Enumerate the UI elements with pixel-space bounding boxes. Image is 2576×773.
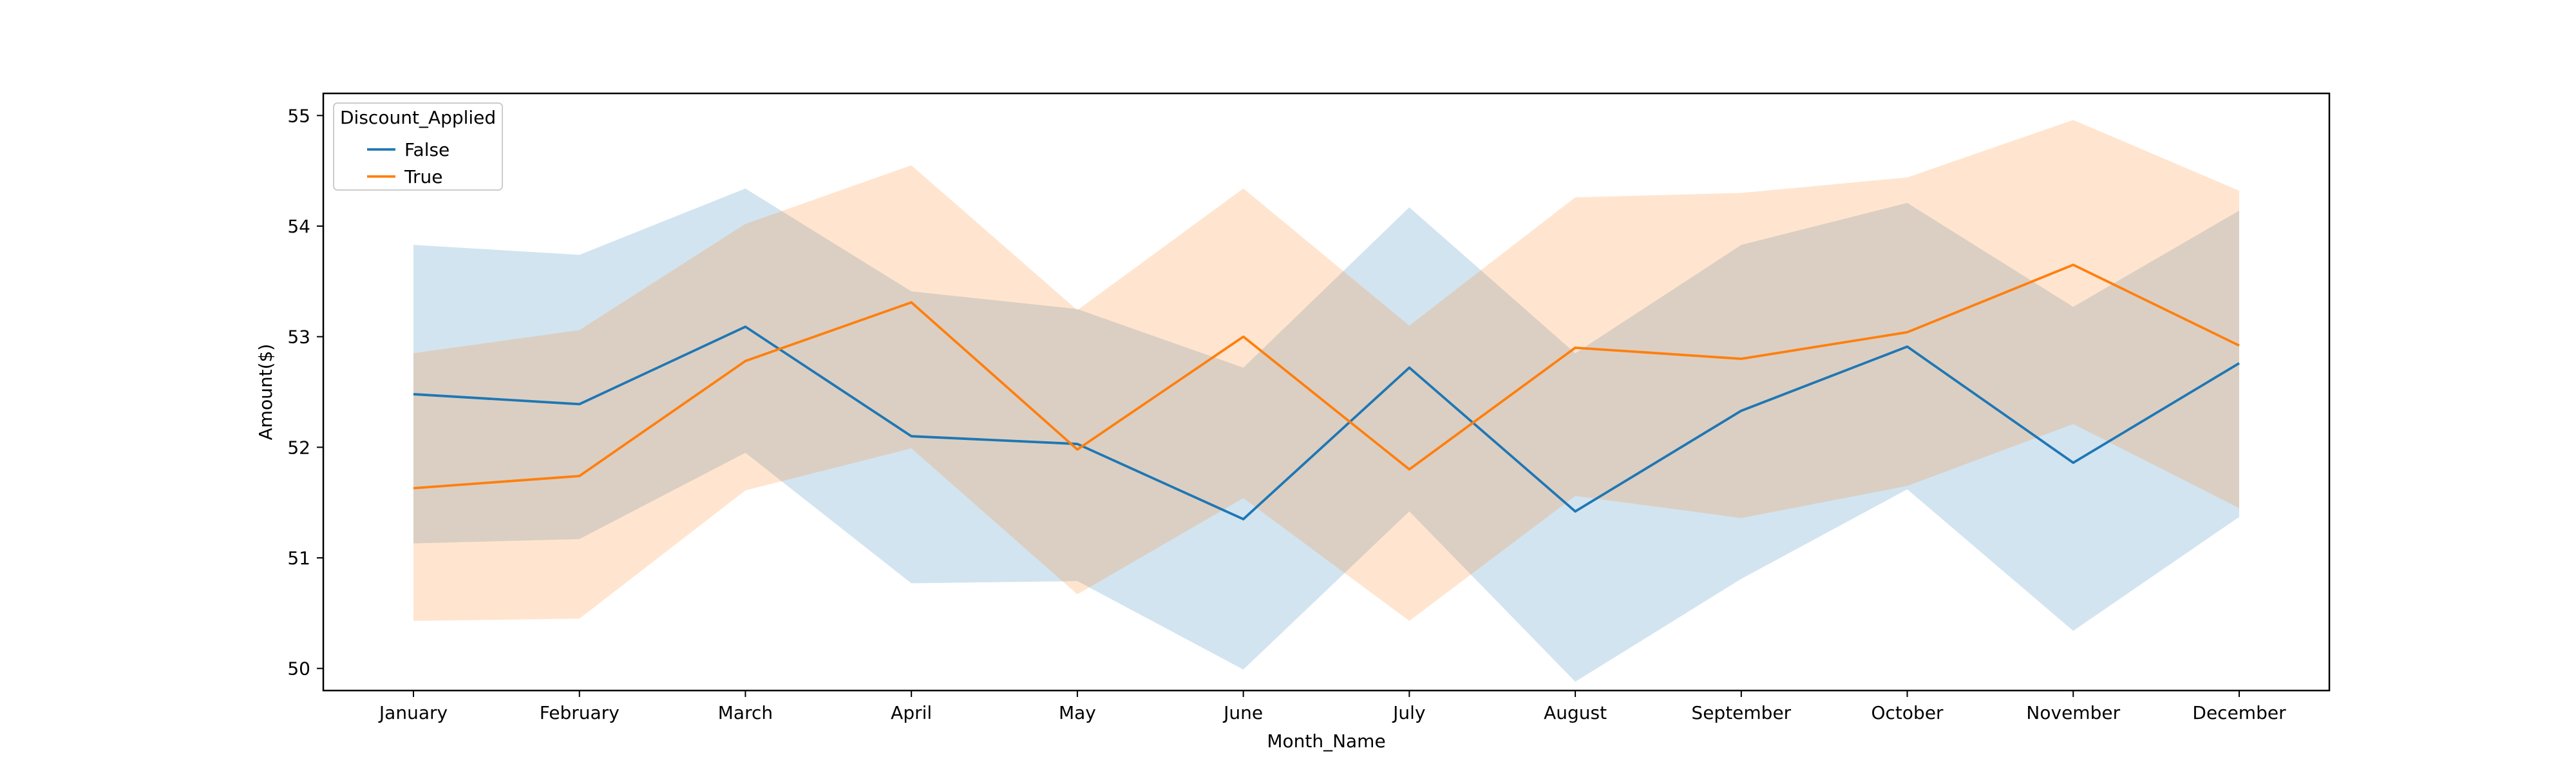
x-tick-label: November xyxy=(2026,702,2120,723)
x-tick-label: April xyxy=(891,702,932,723)
x-tick-label: February xyxy=(540,702,620,723)
x-tick-label: January xyxy=(378,702,448,723)
series-lines xyxy=(413,263,2240,520)
legend-label-false: False xyxy=(404,139,450,160)
confidence-band-true xyxy=(413,120,2239,621)
x-tick-label: September xyxy=(1691,702,1791,723)
y-tick-label: 53 xyxy=(287,327,310,348)
legend-box xyxy=(333,102,503,191)
y-tick-label: 50 xyxy=(287,658,310,680)
series-line-true xyxy=(413,263,2240,490)
y-axis-ticks: 50 51 52 53 54 55 xyxy=(287,105,323,680)
x-axis-ticks: January February March April May June July Augu… xyxy=(378,691,2286,723)
x-tick-label: July xyxy=(1392,702,1425,723)
x-tick-label: May xyxy=(1059,702,1096,723)
legend: Discount_Applied False True xyxy=(333,102,503,191)
x-tick-label: March xyxy=(718,702,773,723)
plot-frame xyxy=(322,92,2331,692)
x-tick-label: August xyxy=(1544,702,1607,723)
legend-label-true: True xyxy=(404,166,442,187)
confidence-band-false xyxy=(413,188,2239,682)
y-tick-label: 54 xyxy=(287,216,310,237)
y-tick-label: 52 xyxy=(287,437,310,458)
y-axis-label: Amount($) xyxy=(255,344,276,441)
y-tick-label: 55 xyxy=(287,105,310,126)
y-tick-label: 51 xyxy=(287,548,310,569)
x-tick-label: December xyxy=(2192,702,2286,723)
legend-title: Discount_Applied xyxy=(340,107,496,128)
series-line-false xyxy=(413,325,2240,520)
confidence-bands xyxy=(413,120,2239,682)
x-tick-label: June xyxy=(1222,702,1263,723)
x-axis-label: Month_Name xyxy=(1267,730,1385,752)
x-tick-label: October xyxy=(1871,702,1944,723)
